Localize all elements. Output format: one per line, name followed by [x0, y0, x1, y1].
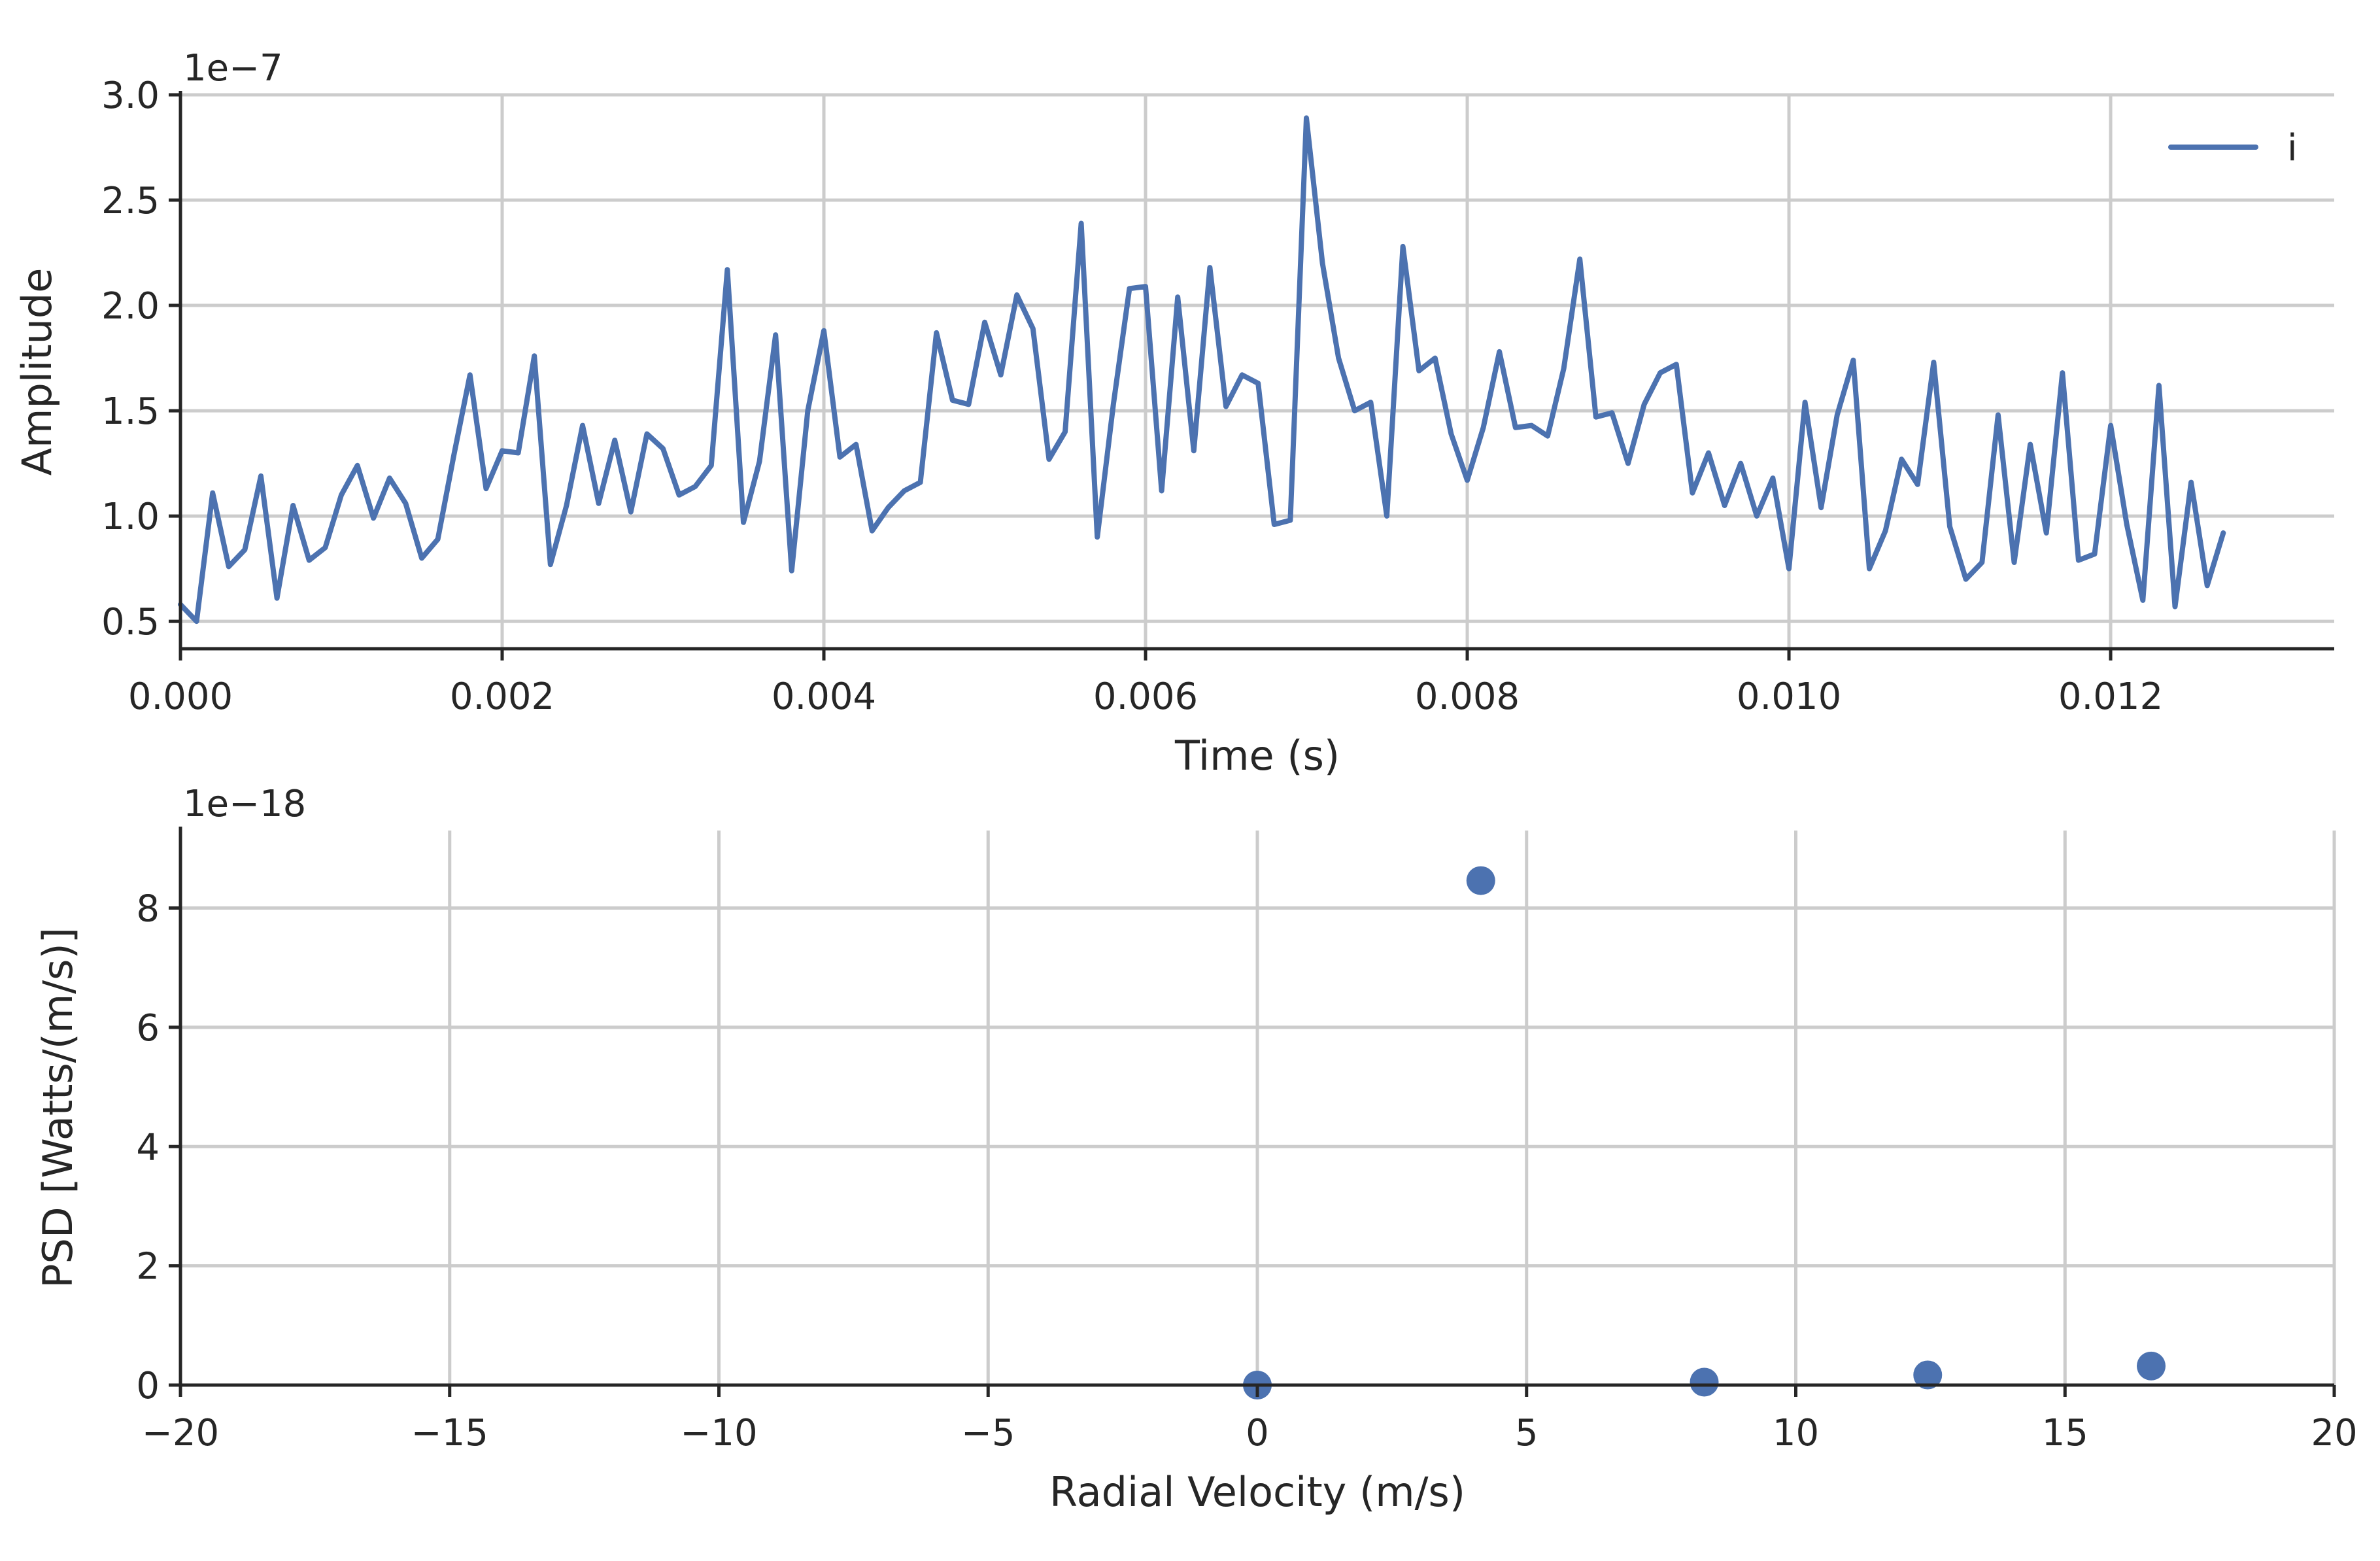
x-tick-label: 0.006 [1093, 676, 1198, 718]
x-tick-label: 5 [1515, 1412, 1538, 1454]
x-tick-label: −20 [142, 1412, 219, 1454]
y-tick-label: 2.0 [101, 285, 160, 328]
y-tick-label: 0 [136, 1365, 160, 1407]
y-gridlines [180, 93, 2334, 623]
x-tick-label: −10 [680, 1412, 757, 1454]
scatter-point [1913, 1360, 1943, 1390]
x-tick-label: 0.008 [1415, 676, 1520, 718]
y-ticks: 0.5 1.0 1.5 2.0 2.5 3.0 [101, 75, 180, 643]
y-offset-label: 1e−18 [183, 783, 306, 825]
x-tick-label: −15 [411, 1412, 488, 1454]
y-tick-label: 8 [136, 888, 160, 931]
x-tick-label: 15 [2042, 1412, 2088, 1454]
y-tick-label: 4 [136, 1126, 160, 1169]
x-tick-label: 0.000 [128, 676, 233, 718]
x-gridlines [178, 95, 2113, 649]
y-axis-label: Amplitude [13, 268, 61, 476]
y-tick-label: 6 [136, 1007, 160, 1050]
y-offset-label: 1e−7 [183, 47, 283, 90]
x-tick-label: 0.002 [450, 676, 554, 718]
series-line-i [178, 115, 2226, 625]
x-axis-label: Radial Velocity (m/s) [1049, 1468, 1465, 1516]
amplitude-time-plot: 0.000 0.002 0.004 0.006 0.008 0.010 0.012 0.5 1… [13, 47, 2334, 780]
legend-label-i: i [2287, 127, 2298, 169]
y-tick-label: 2.5 [101, 180, 160, 222]
x-tick-label: 0.012 [2058, 676, 2163, 718]
y-axis-label: PSD [Watts/(m/s)] [34, 927, 82, 1288]
x-tick-label: −5 [961, 1412, 1015, 1454]
x-tick-label: 10 [1773, 1412, 1819, 1454]
x-tick-label: 0.004 [772, 676, 876, 718]
y-tick-label: 1.5 [101, 390, 160, 433]
x-tick-label: 0.010 [1737, 676, 1841, 718]
y-tick-label: 3.0 [101, 75, 160, 117]
y-tick-label: 2 [136, 1246, 160, 1288]
scatter-point [1690, 1367, 1719, 1397]
scatter-point [2137, 1351, 2166, 1381]
y-tick-label: 0.5 [101, 601, 160, 643]
x-tick-label: 0 [1246, 1412, 1269, 1454]
x-tick-label: 20 [2311, 1412, 2357, 1454]
psd-velocity-plot: −20 −15 −10 −5 0 5 10 15 20 0 2 4 6 8 1e−18 Radial V… [34, 783, 2358, 1516]
x-gridlines [178, 831, 2336, 1385]
y-ticks: 0 2 4 6 8 [136, 888, 180, 1407]
legend: i [2168, 127, 2298, 169]
y-tick-label: 1.0 [101, 496, 160, 538]
scatter-points [1243, 866, 2166, 1399]
x-ticks: −20 −15 −10 −5 0 5 10 15 20 [142, 1385, 2358, 1454]
x-ticks: 0.000 0.002 0.004 0.006 0.008 0.010 0.012 [128, 649, 2163, 718]
x-axis-label: Time (s) [1174, 732, 1340, 780]
scatter-point [1466, 866, 1495, 895]
